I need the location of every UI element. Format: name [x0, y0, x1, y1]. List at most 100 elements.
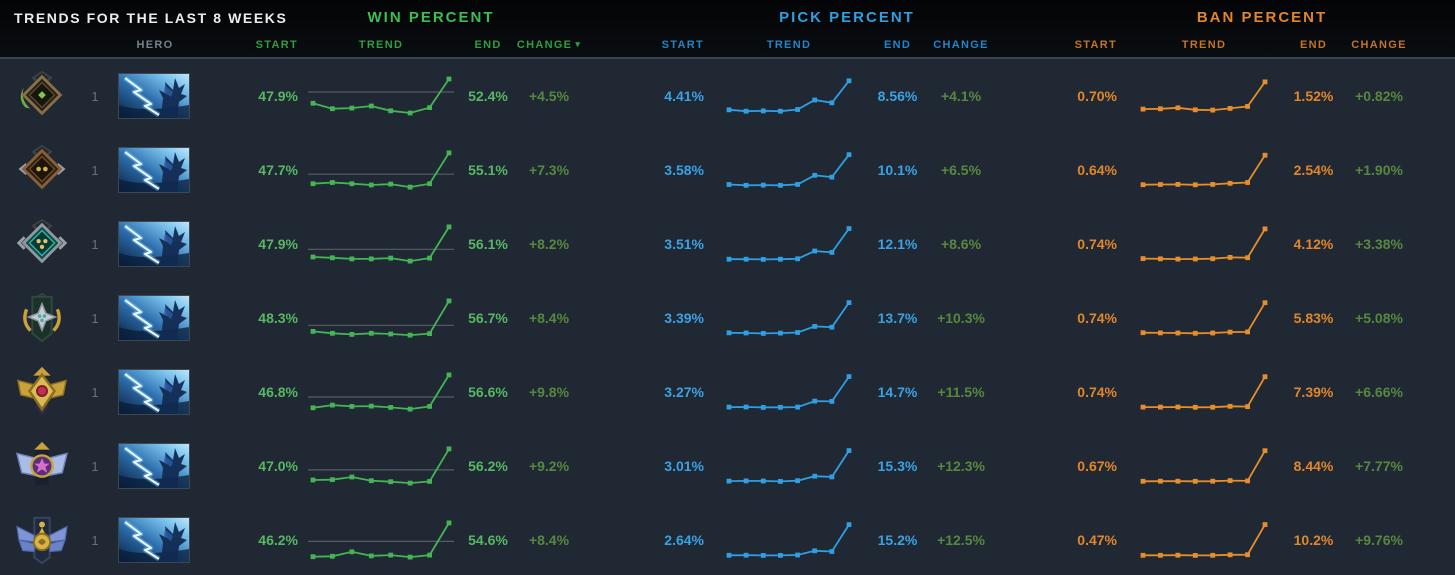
win-start-value: 47.9%: [258, 88, 298, 104]
ban-end-value: 2.54%: [1293, 162, 1334, 178]
ban-trend-sparkline: [1138, 296, 1270, 340]
win-trend-sparkline: [308, 368, 454, 416]
win-trend-sparkline: [308, 516, 454, 564]
hero-portrait-razor-icon: [118, 443, 190, 489]
pick-change-value: +6.5%: [940, 162, 982, 178]
column-header-ban-change[interactable]: CHANGE: [1351, 39, 1407, 51]
rank-count: 1: [91, 532, 99, 548]
rank-count: 1: [91, 236, 99, 252]
rank-medal-herald-icon: [15, 69, 69, 123]
pick-end-value: 8.56%: [877, 88, 918, 104]
win-end-value: 52.4%: [468, 88, 508, 104]
hero-portrait-razor-icon: [118, 517, 190, 563]
ban-change-value: +7.77%: [1355, 458, 1403, 474]
ban-trend-sparkline: [1138, 74, 1270, 118]
win-trend-sparkline: [308, 294, 454, 342]
ban-end-value: 10.2%: [1293, 532, 1334, 548]
hero-portrait-razor-icon: [118, 369, 190, 415]
ban-end-value: 1.52%: [1293, 88, 1334, 104]
ban-trend-sparkline: [1138, 444, 1270, 488]
column-header-win-start[interactable]: START: [255, 39, 298, 51]
column-header-win-end[interactable]: END: [474, 39, 502, 51]
win-change-value: +9.8%: [528, 384, 570, 400]
ban-start-value: 0.70%: [1077, 88, 1117, 104]
pick-end-value: 12.1%: [877, 236, 918, 252]
column-header-ban-start[interactable]: START: [1074, 39, 1117, 51]
rank-medal-ancient-icon: [15, 439, 69, 493]
pick-trend-sparkline: [724, 148, 854, 192]
ban-trend-sparkline: [1138, 148, 1270, 192]
win-end-value: 56.1%: [468, 236, 508, 252]
sort-descending-icon: ▾: [575, 39, 582, 49]
ban-start-value: 0.67%: [1077, 458, 1117, 474]
hero-portrait-razor-icon: [118, 295, 190, 341]
pick-trend-sparkline: [724, 74, 854, 118]
win-end-value: 55.1%: [468, 162, 508, 178]
rank-count: 1: [91, 88, 99, 104]
pick-change-value: +10.3%: [937, 310, 985, 326]
ban-change-value: +3.38%: [1355, 236, 1403, 252]
rank-count: 1: [91, 310, 99, 326]
win-change-value: +7.3%: [528, 162, 570, 178]
ban-change-value: +1.90%: [1355, 162, 1403, 178]
pick-change-value: +4.1%: [940, 88, 982, 104]
pick-end-value: 15.2%: [877, 532, 918, 548]
table-header: TRENDS FOR THE LAST 8 WEEKS WIN PERCENT …: [0, 0, 1455, 57]
pick-end-value: 15.3%: [877, 458, 918, 474]
win-trend-sparkline: [308, 220, 454, 268]
hero-portrait-razor-icon: [118, 147, 190, 193]
win-end-value: 56.2%: [468, 458, 508, 474]
ban-percent-group-title: BAN PERCENT: [1196, 9, 1328, 26]
ban-trend-sparkline: [1138, 222, 1270, 266]
win-trend-sparkline: [308, 146, 454, 194]
pick-start-value: 3.58%: [664, 162, 704, 178]
ban-start-value: 0.74%: [1077, 384, 1117, 400]
pick-trend-sparkline: [724, 444, 854, 488]
ban-change-value: +9.76%: [1355, 532, 1403, 548]
ban-end-value: 7.39%: [1293, 384, 1334, 400]
win-change-value: +8.4%: [528, 310, 570, 326]
win-end-value: 56.6%: [468, 384, 508, 400]
pick-start-value: 2.64%: [664, 532, 704, 548]
pick-trend-sparkline: [724, 518, 854, 562]
column-header-hero[interactable]: HERO: [136, 39, 174, 51]
column-header-win-trend[interactable]: TREND: [358, 39, 404, 51]
pick-start-value: 3.51%: [664, 236, 704, 252]
table-row: 1 47.9% 52.4% +4.5% 4.41% 8.56% +4.1% 0.…: [0, 59, 1455, 133]
ban-change-value: +5.08%: [1355, 310, 1403, 326]
pick-start-value: 4.41%: [664, 88, 704, 104]
ban-start-value: 0.74%: [1077, 236, 1117, 252]
rank-medal-crusader-icon: [15, 217, 69, 271]
column-header-pick-end[interactable]: END: [883, 39, 912, 51]
pick-start-value: 3.01%: [664, 458, 704, 474]
hero-portrait-razor-icon: [118, 73, 190, 119]
column-header-pick-trend[interactable]: TREND: [766, 39, 812, 51]
table-row: 1 47.0% 56.2% +9.2% 3.01% 15.3% +12.3% 0…: [0, 429, 1455, 503]
win-change-value: +8.2%: [528, 236, 570, 252]
ban-trend-sparkline: [1138, 518, 1270, 562]
win-start-value: 47.9%: [258, 236, 298, 252]
table-row: 1 48.3% 56.7% +8.4% 3.39% 13.7% +10.3% 0…: [0, 281, 1455, 355]
pick-change-value: +8.6%: [940, 236, 982, 252]
pick-start-value: 3.39%: [664, 310, 704, 326]
rank-medal-divine-icon: [15, 513, 69, 567]
column-header-win-change[interactable]: CHANGE ▾: [514, 39, 584, 51]
win-trend-sparkline: [308, 442, 454, 490]
table-row: 1 47.9% 56.1% +8.2% 3.51% 12.1% +8.6% 0.…: [0, 207, 1455, 281]
ban-start-value: 0.47%: [1077, 532, 1117, 548]
table-row: 1 47.7% 55.1% +7.3% 3.58% 10.1% +6.5% 0.…: [0, 133, 1455, 207]
column-header-pick-start[interactable]: START: [661, 39, 704, 51]
rank-count: 1: [91, 458, 99, 474]
pick-change-value: +12.3%: [937, 458, 985, 474]
ban-end-value: 8.44%: [1293, 458, 1334, 474]
win-start-value: 48.3%: [258, 310, 298, 326]
column-header-pick-change[interactable]: CHANGE: [933, 39, 989, 51]
win-change-value: +4.5%: [528, 88, 570, 104]
win-percent-group-title: WIN PERCENT: [367, 9, 495, 26]
column-header-ban-trend[interactable]: TREND: [1181, 39, 1227, 51]
ban-end-value: 5.83%: [1293, 310, 1334, 326]
win-change-value: +9.2%: [528, 458, 570, 474]
win-start-value: 47.0%: [258, 458, 298, 474]
column-header-ban-end[interactable]: END: [1299, 39, 1328, 51]
